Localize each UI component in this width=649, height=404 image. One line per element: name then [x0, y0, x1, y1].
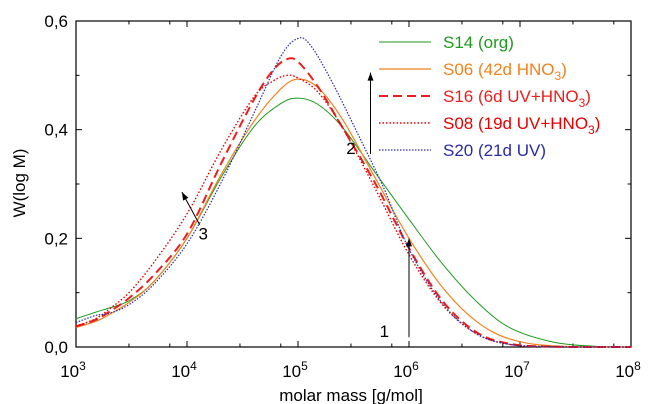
x-tick-label: 107	[504, 359, 530, 381]
x-tick-label: 106	[393, 359, 419, 381]
x-axis: 103 104 105 106 107 108	[60, 21, 641, 381]
annotation-arrowhead	[181, 192, 189, 201]
legend-label-3: S16 (6d UV+HNO3)	[443, 87, 591, 110]
y-tick-label: 0,4	[44, 121, 68, 140]
series-layer	[75, 37, 632, 349]
annotation-label-3: 3	[198, 224, 207, 243]
y-tick-label: 0,6	[44, 12, 68, 31]
annotation-layer: 1 2 3	[181, 72, 412, 341]
legend-label-2: S06 (42d HNO3)	[443, 60, 567, 83]
legend: S14 (org) S06 (42d HNO3) S16 (6d UV+HNO3) S…	[379, 33, 600, 160]
series-line-5	[75, 37, 632, 348]
legend-label-5: S20 (21d UV)	[443, 141, 546, 160]
y-tick-label: 0,0	[44, 338, 68, 357]
annotation-arrowhead	[367, 72, 374, 81]
y-axis-title: W(log M)	[10, 149, 29, 218]
annotation-label-1: 1	[380, 322, 389, 341]
x-tick-label: 108	[615, 359, 641, 381]
y-tick-label: 0,2	[44, 229, 68, 248]
annotation-arrowhead	[406, 238, 412, 247]
series-line-1	[75, 97, 632, 348]
x-tick-label: 103	[60, 359, 86, 381]
series-line-2	[75, 78, 632, 348]
annotation-label-2: 2	[346, 139, 355, 158]
y-axis: 0,0 0,2 0,4 0,6	[44, 12, 631, 357]
x-tick-label: 104	[171, 359, 197, 381]
legend-label-4: S08 (19d UV+HNO3)	[443, 114, 600, 137]
series-line-4	[75, 74, 632, 348]
series-line-3	[75, 57, 632, 349]
legend-label-1: S14 (org)	[443, 33, 514, 52]
x-tick-label: 105	[282, 359, 308, 381]
x-axis-title: molar mass [g/mol]	[279, 386, 423, 404]
